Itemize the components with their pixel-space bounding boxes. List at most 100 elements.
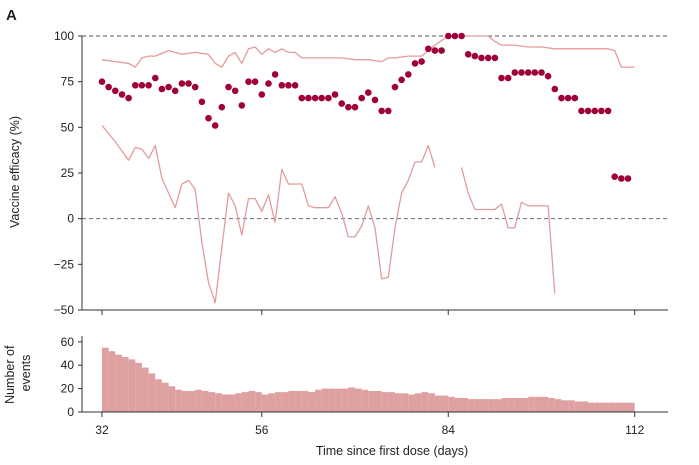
event-bar	[361, 389, 369, 412]
efficacy-point	[418, 58, 425, 65]
event-bar	[494, 399, 502, 412]
efficacy-point	[365, 89, 372, 96]
event-bar	[561, 400, 569, 412]
efficacy-point	[531, 69, 539, 76]
event-bar	[401, 393, 409, 412]
event-bar	[175, 389, 182, 412]
efficacy-point	[385, 107, 392, 115]
event-bar	[375, 390, 382, 412]
events-y-tick-label: 60	[61, 335, 75, 349]
event-bar	[554, 399, 562, 412]
event-bar	[421, 392, 429, 412]
efficacy-point	[138, 82, 146, 89]
event-bar	[181, 390, 189, 412]
event-bar	[355, 388, 362, 412]
events-y-tick-label: 0	[67, 405, 74, 419]
efficacy-point	[564, 94, 572, 102]
efficacy-point	[445, 32, 452, 40]
efficacy-point	[351, 103, 359, 111]
efficacy-point	[205, 114, 212, 122]
efficacy-point	[558, 94, 565, 102]
efficacy-point	[538, 69, 545, 76]
event-bar	[521, 397, 529, 412]
efficacy-point	[471, 52, 479, 60]
event-bar	[155, 379, 162, 412]
event-bar	[341, 388, 349, 412]
efficacy-point	[165, 83, 172, 91]
event-bar	[135, 362, 142, 412]
efficacy-point	[231, 87, 239, 95]
efficacy-y-tick-label: 75	[61, 75, 75, 89]
efficacy-point	[371, 96, 379, 104]
event-bar	[541, 396, 549, 412]
efficacy-point	[105, 83, 112, 91]
efficacy-point	[544, 72, 552, 80]
y-axis-title-events-line1: Number of	[3, 345, 17, 404]
event-bar	[568, 400, 575, 412]
event-bar	[588, 402, 595, 412]
efficacy-point	[518, 69, 525, 76]
efficacy-y-tick-label: 0	[67, 212, 74, 226]
efficacy-points	[98, 32, 632, 182]
event-bar	[528, 396, 535, 412]
efficacy-point	[484, 54, 492, 62]
event-bar	[428, 393, 435, 412]
efficacy-point	[238, 102, 246, 109]
efficacy-point	[458, 32, 465, 40]
efficacy-point	[411, 60, 419, 67]
efficacy-point	[291, 82, 299, 89]
events-y-tick-label: 40	[61, 358, 75, 372]
x-tick-label: 56	[255, 423, 269, 437]
efficacy-point	[271, 71, 279, 78]
efficacy-point	[305, 94, 312, 102]
efficacy-point	[158, 85, 166, 93]
efficacy-point	[571, 94, 579, 102]
event-bar	[368, 390, 375, 412]
efficacy-point	[185, 80, 192, 87]
event-bar	[275, 392, 282, 412]
efficacy-point	[298, 94, 306, 102]
efficacy-point	[171, 87, 179, 95]
event-bar	[328, 388, 336, 412]
efficacy-point	[438, 47, 445, 54]
event-bar	[168, 386, 176, 412]
efficacy-point	[524, 69, 532, 76]
efficacy-point	[178, 80, 186, 87]
events-y-tick-label: 20	[61, 382, 75, 396]
efficacy-point	[431, 47, 439, 54]
event-bar	[514, 397, 522, 412]
event-bar	[235, 393, 242, 412]
shared-x-axis: 32 56 84 112	[95, 412, 645, 437]
y-axis-title-efficacy: Vaccine efficacy (%)	[8, 116, 22, 228]
efficacy-point	[285, 82, 292, 89]
event-bar	[215, 393, 222, 412]
event-bar	[594, 402, 602, 412]
event-bars	[101, 347, 635, 412]
event-bar	[308, 392, 316, 412]
event-bar	[201, 390, 209, 412]
event-bar	[315, 389, 322, 412]
event-bar	[301, 390, 309, 412]
efficacy-point	[451, 32, 459, 40]
event-bar	[508, 397, 515, 412]
efficacy-point	[378, 107, 386, 115]
event-bar	[468, 399, 475, 412]
efficacy-point	[278, 82, 286, 89]
efficacy-point	[125, 94, 132, 102]
efficacy-point	[98, 78, 106, 85]
efficacy-point	[464, 51, 472, 58]
event-bar	[321, 388, 329, 412]
event-bar	[195, 389, 202, 412]
reference-lines	[82, 35, 668, 220]
event-bar	[608, 402, 615, 412]
y-axis-title-events-line2: events	[19, 355, 33, 392]
efficacy-point	[225, 83, 232, 91]
efficacy-point	[425, 45, 432, 53]
efficacy-point	[191, 83, 199, 91]
event-bar	[101, 347, 109, 412]
efficacy-point	[611, 173, 618, 180]
efficacy-axes: −50 −25 0 25 50 75 100	[54, 29, 668, 317]
event-bar	[141, 367, 149, 412]
efficacy-point	[398, 76, 405, 84]
